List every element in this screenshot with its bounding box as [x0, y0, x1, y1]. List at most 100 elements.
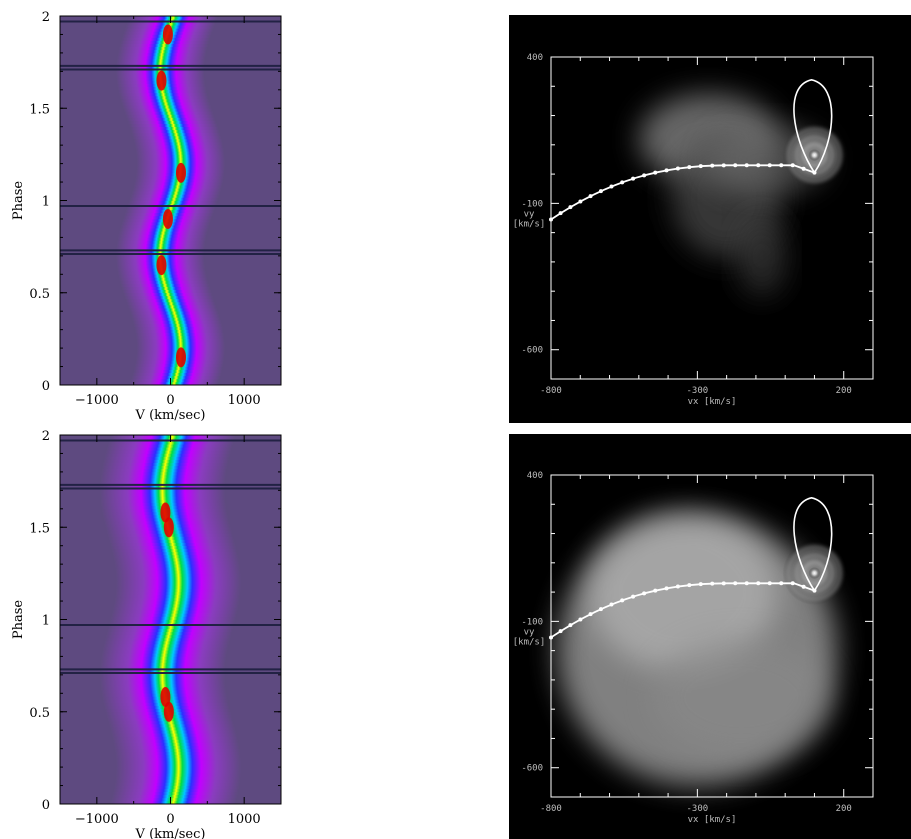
spectrum-strip — [112, 736, 238, 740]
emission-knot — [160, 686, 171, 707]
spectrum-strip — [124, 111, 214, 115]
y-axis-title: Phase — [11, 181, 26, 221]
spectrum-strip — [135, 144, 224, 149]
spectrum-strip — [110, 726, 236, 731]
spectrum-strip — [120, 98, 210, 103]
spectrum-strip — [133, 184, 222, 189]
spectrum-strip — [135, 332, 224, 337]
spectrum-strip — [113, 603, 239, 608]
stream-marker — [698, 582, 703, 587]
y-tick-label: 400 — [527, 53, 543, 63]
spectrum-strip — [122, 104, 212, 109]
spectrum-strip — [130, 126, 219, 131]
spectrum-strip — [136, 341, 225, 346]
spectrum-strip — [100, 665, 226, 669]
spectrum-strip — [120, 283, 210, 287]
disk-ring — [787, 546, 842, 601]
spectrum-strip — [115, 766, 242, 771]
stream-marker — [801, 584, 806, 589]
spectrum-strip — [118, 46, 208, 51]
spectrum-strip — [114, 560, 240, 565]
spectrum-strip — [126, 117, 216, 121]
spectrum-strip — [129, 123, 218, 127]
spectrum-strip — [115, 570, 241, 574]
spectrum-strip — [129, 307, 218, 312]
spectrum-strip — [132, 372, 222, 377]
spectrum-strip — [100, 662, 226, 666]
spectrum-strip — [123, 292, 213, 297]
spectrum-strip — [132, 135, 222, 140]
spectrum-strip — [108, 440, 234, 445]
spectrum-strip — [118, 89, 207, 94]
spectrum-strip — [121, 286, 211, 290]
stream-marker — [767, 163, 772, 168]
spectrum-strip — [113, 557, 239, 562]
x-axis-title: vx [km/s] — [688, 815, 737, 825]
spectrum-strip — [119, 43, 209, 48]
emission-knot — [160, 502, 171, 523]
y-tick-label: 400 — [527, 471, 543, 481]
spectrum-strip — [132, 320, 222, 324]
stream-marker — [568, 205, 573, 210]
y-tick-label: -600 — [521, 764, 543, 774]
spectrum-strip — [112, 551, 238, 556]
x-tick-label: -800 — [540, 386, 562, 396]
stream-marker — [578, 199, 583, 204]
stream-marker — [578, 617, 583, 622]
spectrum-strip — [115, 576, 242, 580]
stream-marker — [744, 163, 749, 168]
spectrum-strip — [99, 674, 226, 679]
spectrum-strip — [113, 554, 239, 559]
stream-marker — [588, 194, 593, 199]
y-axis-title-line2: [km/s] — [513, 637, 546, 647]
spectrogram-panel-bottom: 0 0.5 1 1.5 2 −1000 0 1000 V (km/sec) Phase — [11, 429, 282, 839]
disk-ring — [801, 142, 827, 168]
x-tick-label: 200 — [836, 386, 852, 396]
stream-marker — [653, 170, 658, 175]
stream-marker — [568, 623, 573, 628]
x-tick-label: 0 — [166, 393, 174, 408]
disk-core — [808, 567, 821, 580]
spectrum-strip — [114, 600, 240, 605]
stream-marker — [558, 211, 563, 216]
spectrum-strip — [105, 450, 231, 454]
y-tick-label: -600 — [521, 346, 543, 356]
y-tick-label: 2 — [42, 10, 50, 25]
spectrum-strip — [133, 138, 223, 143]
y-tick-label: 1 — [42, 195, 50, 210]
spectrum-strip — [108, 720, 234, 725]
spectrum-strip — [130, 310, 219, 315]
doppler-panel-bottom: -800 -300 200 400 -100 -600 vx [km/s] vy[km/s] — [509, 434, 911, 839]
spectrum-strip — [115, 573, 241, 577]
disk-ring — [801, 560, 827, 586]
y-axis-title-line2: [km/s] — [513, 219, 546, 229]
spectrum-strip — [131, 129, 220, 134]
spectrum-strip — [118, 49, 207, 54]
spectrum-strip — [107, 628, 233, 633]
stream-marker — [756, 163, 761, 168]
stream-marker — [675, 584, 680, 589]
spectrum-strip — [119, 95, 209, 100]
spectrum-strip — [126, 21, 216, 26]
x-tick-label: 1000 — [228, 393, 261, 408]
plot-frame — [550, 56, 874, 380]
stream-marker — [801, 166, 806, 171]
spectrum-strip — [113, 739, 239, 743]
stream-marker — [756, 581, 761, 586]
spectrogram-panel-top: 0 0.5 1 1.5 2 −1000 0 1000 V (km/sec) Phase — [11, 10, 282, 423]
spectrum-strip — [114, 745, 240, 749]
spectrum-strip — [115, 591, 241, 596]
spectrum-strip — [116, 243, 206, 247]
spectrum-strip — [135, 147, 224, 152]
spectrum-strip — [132, 187, 222, 192]
stream-marker — [598, 189, 603, 194]
y-tick-label: 0 — [42, 379, 50, 394]
spectrum-strip — [134, 326, 223, 330]
disk-core — [808, 149, 821, 162]
spectrum-strip — [115, 757, 241, 762]
y-axis-title-line1: vy — [524, 627, 535, 637]
spectrum-strip — [119, 92, 208, 97]
y-tick-label: 1 — [42, 614, 50, 629]
spectrum-strip — [116, 58, 206, 63]
